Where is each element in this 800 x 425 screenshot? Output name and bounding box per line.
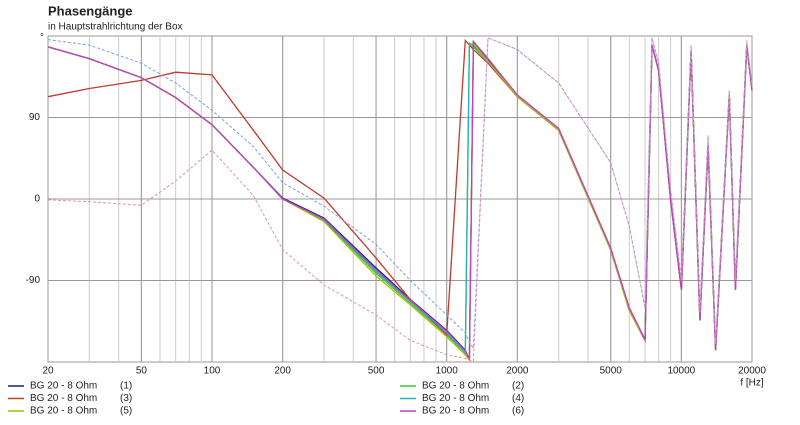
legend-label: BG 20 - 8 Ohm bbox=[422, 406, 489, 417]
dashed-curve bbox=[47, 37, 753, 362]
legend-label: BG 20 - 8 Ohm bbox=[30, 381, 97, 392]
x-tick-label: 200 bbox=[274, 366, 291, 377]
x-tick-label: 2000 bbox=[506, 366, 529, 377]
curve bbox=[47, 39, 753, 361]
legend-label: BG 20 - 8 Ohm bbox=[30, 406, 97, 417]
chart-title: Phasengänge bbox=[48, 3, 133, 18]
legend-number: (2) bbox=[512, 381, 524, 392]
chart-subtitle: in Hauptstrahlrichtung der Box bbox=[48, 22, 183, 33]
x-axis-label: f [Hz] bbox=[740, 378, 764, 389]
x-tick-label: 1000 bbox=[436, 366, 459, 377]
x-tick-label: 5000 bbox=[600, 366, 623, 377]
x-tick-label: 50 bbox=[136, 366, 148, 377]
y-tick-label: 90 bbox=[29, 112, 41, 123]
x-tick-label: 10000 bbox=[667, 366, 695, 377]
y-axis-label: ° bbox=[40, 33, 44, 44]
x-tick-label: 500 bbox=[368, 366, 385, 377]
legend-number: (1) bbox=[120, 381, 132, 392]
legend-label: BG 20 - 8 Ohm bbox=[422, 393, 489, 404]
x-tick-label: 20 bbox=[42, 366, 54, 377]
legend-number: (3) bbox=[120, 393, 132, 404]
legend-label: BG 20 - 8 Ohm bbox=[422, 381, 489, 392]
y-tick-label: 0 bbox=[34, 194, 40, 205]
x-tick-label: 100 bbox=[204, 366, 221, 377]
legend-number: (6) bbox=[512, 406, 524, 417]
legend-number: (5) bbox=[120, 406, 132, 417]
legend-number: (4) bbox=[512, 393, 524, 404]
x-tick-label: 20000 bbox=[738, 366, 766, 377]
y-tick-label: -90 bbox=[26, 275, 41, 286]
legend-label: BG 20 - 8 Ohm bbox=[30, 393, 97, 404]
